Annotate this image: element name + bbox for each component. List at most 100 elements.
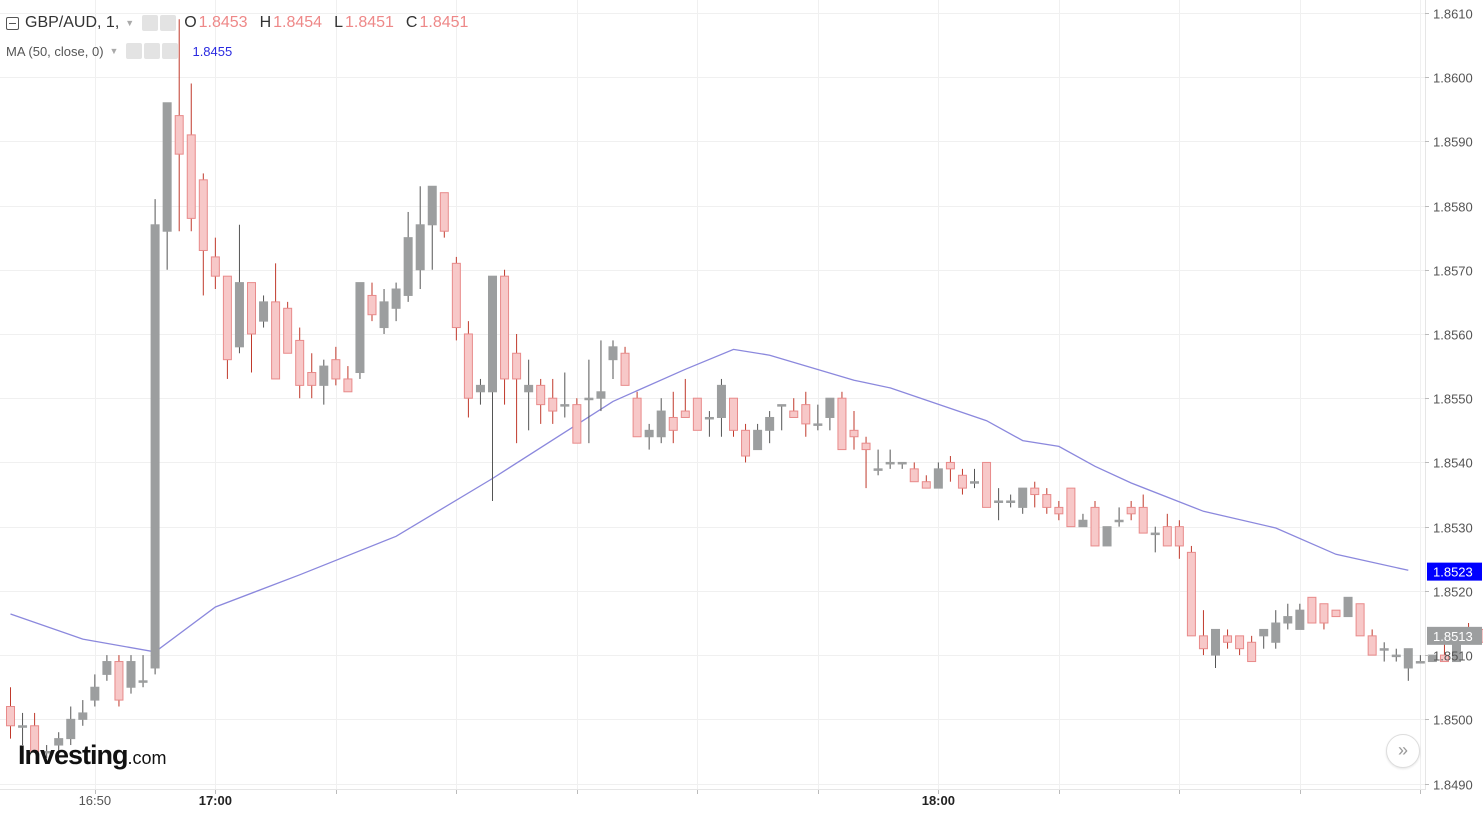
chevron-down-icon[interactable]: ▼ xyxy=(110,46,119,56)
eye-icon[interactable] xyxy=(126,43,142,59)
candle-body xyxy=(802,405,810,424)
candle xyxy=(742,424,750,463)
candle xyxy=(705,411,713,437)
candle-body xyxy=(440,193,448,232)
candle-body xyxy=(669,417,677,430)
candle xyxy=(995,488,1003,520)
candle-body xyxy=(549,398,557,411)
y-tick-label: 1.8610 xyxy=(1433,7,1473,22)
ma-line xyxy=(11,349,1409,652)
candle xyxy=(452,257,460,340)
candle xyxy=(356,283,364,379)
collapse-icon[interactable] xyxy=(6,17,19,30)
candle-body xyxy=(452,263,460,327)
y-tick-label: 1.8530 xyxy=(1433,521,1473,536)
series-legend[interactable]: GBP/AUD , 1 , ▼ O 1.8453 H 1.8454 L 1.84… xyxy=(6,14,468,32)
candle-body xyxy=(705,417,713,419)
candle xyxy=(645,424,653,450)
candle xyxy=(187,83,195,231)
close-icon[interactable] xyxy=(162,43,178,59)
candle-body xyxy=(199,180,207,251)
candle xyxy=(537,379,545,424)
candle xyxy=(1127,501,1135,520)
candle-body xyxy=(356,283,364,373)
candle xyxy=(308,353,316,398)
candle-body xyxy=(79,713,87,719)
candle-body xyxy=(1404,649,1412,668)
candle-body xyxy=(296,340,304,385)
candle xyxy=(850,411,858,450)
candle-body xyxy=(1127,507,1135,513)
candle xyxy=(1151,527,1159,553)
candle xyxy=(1079,514,1087,527)
candle-body xyxy=(211,257,219,276)
high-value: 1.8454 xyxy=(273,14,322,32)
candle-body xyxy=(1356,604,1364,636)
price-axis[interactable]: 1.84901.85001.85101.85201.85301.85401.85… xyxy=(1425,7,1473,793)
candle xyxy=(163,103,171,270)
candle xyxy=(1212,629,1220,668)
candle-body xyxy=(476,385,484,391)
candle xyxy=(1187,546,1195,636)
candle-body xyxy=(1163,527,1171,546)
candle-body xyxy=(971,482,979,484)
candle-body xyxy=(910,469,918,482)
low-label: L xyxy=(334,14,343,32)
candle xyxy=(838,392,846,450)
candle xyxy=(380,289,388,334)
scroll-to-realtime-button[interactable]: » xyxy=(1386,734,1420,768)
candle xyxy=(1248,636,1256,662)
candle xyxy=(1416,655,1424,663)
candle-body xyxy=(1380,649,1388,651)
eye-icon[interactable] xyxy=(142,15,158,31)
candle-body xyxy=(187,135,195,218)
candle-body xyxy=(1224,636,1232,642)
gear-icon[interactable] xyxy=(144,43,160,59)
candle-body xyxy=(151,225,159,668)
chevron-down-icon[interactable]: ▼ xyxy=(125,18,134,28)
high-label: H xyxy=(260,14,272,32)
candle xyxy=(1380,642,1388,661)
candle xyxy=(886,450,894,469)
candle-body xyxy=(1067,488,1075,527)
open-value: 1.8453 xyxy=(199,14,248,32)
candle-body xyxy=(742,430,750,456)
legend-symbol: GBP/AUD xyxy=(25,14,97,32)
candle-body xyxy=(958,475,966,488)
candle-body xyxy=(501,276,509,379)
candle-body xyxy=(1007,501,1015,503)
candle xyxy=(139,655,147,687)
candle xyxy=(1344,597,1352,616)
candle xyxy=(597,340,605,411)
candle xyxy=(549,379,557,424)
candle-body xyxy=(91,687,99,700)
ma-legend[interactable]: MA (50, close, 0) ▼ 1.8455 xyxy=(6,43,232,59)
investing-logo: Investing.com xyxy=(18,740,167,771)
y-tick-label: 1.8580 xyxy=(1433,200,1473,215)
candle xyxy=(1224,629,1232,648)
candle-body xyxy=(1332,610,1340,616)
candle-body xyxy=(922,482,930,488)
candle-body xyxy=(464,334,472,398)
candle-body xyxy=(1151,533,1159,535)
candle xyxy=(1031,482,1039,508)
candle xyxy=(934,462,942,488)
candle-body xyxy=(946,462,954,468)
candle-body xyxy=(380,302,388,328)
candle-body xyxy=(525,385,533,391)
candle xyxy=(730,398,738,437)
ma-value: 1.8455 xyxy=(192,44,232,59)
candle xyxy=(754,424,762,450)
candle xyxy=(669,392,677,443)
candle-body xyxy=(1236,636,1244,649)
y-tick-label: 1.8500 xyxy=(1433,713,1473,728)
candle-body xyxy=(621,353,629,385)
gear-icon[interactable] xyxy=(160,15,176,31)
candle xyxy=(404,212,412,302)
candle-body xyxy=(1416,662,1424,664)
candle-body xyxy=(115,662,123,701)
y-tick-label: 1.8590 xyxy=(1433,135,1473,150)
